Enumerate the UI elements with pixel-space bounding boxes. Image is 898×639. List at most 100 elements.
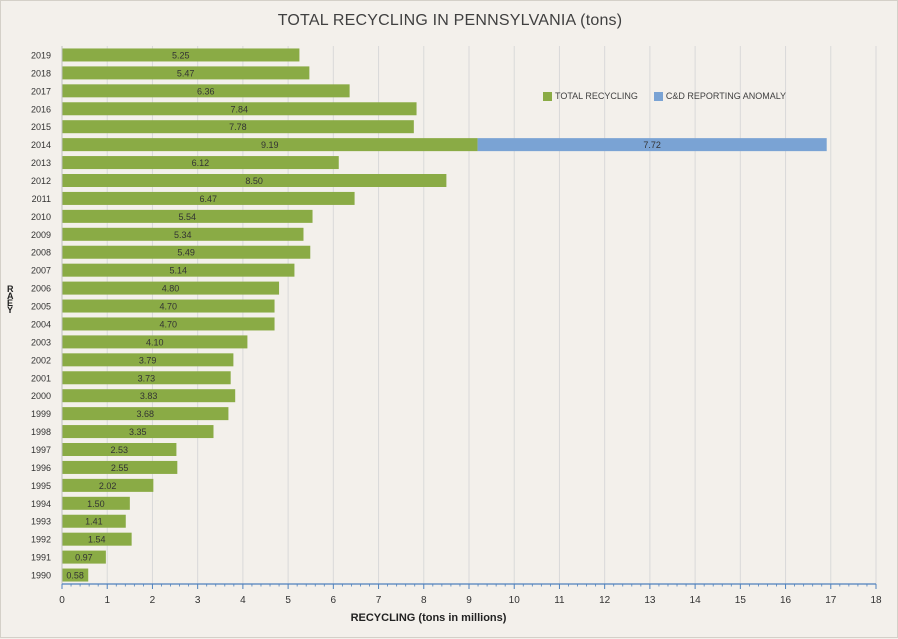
x-tick-label: 17 [825,595,837,606]
data-label-total: 4.70 [160,302,178,312]
data-label-total: 4.70 [160,319,178,329]
y-tick-label: 2009 [31,230,51,240]
data-label-total: 5.47 [177,68,195,78]
x-tick-label: 3 [195,595,201,606]
x-tick-label: 12 [599,595,611,606]
data-label-total: 0.97 [75,553,93,563]
x-tick-label: 14 [690,595,702,606]
bar-total-recycling [62,174,447,187]
x-tick-label: 15 [735,595,747,606]
data-label-total: 4.80 [162,284,180,294]
x-tick-label: 1 [104,595,110,606]
data-label-total: 4.10 [146,337,164,347]
bar-total-recycling [62,281,280,295]
y-tick-label: 2014 [31,140,51,150]
bar-total-recycling [62,84,350,98]
y-tick-label: 2017 [31,86,51,96]
bar-total-recycling [62,425,214,439]
y-tick-label: 2011 [32,194,51,204]
x-tick-label: 7 [376,595,382,606]
data-label-total: 3.73 [138,373,156,383]
data-label-total: 2.02 [99,481,117,491]
y-tick-label: 2015 [31,122,51,132]
bar-total-recycling [62,443,177,456]
bar-total-recycling [62,102,417,116]
bar-total-recycling [62,568,89,582]
y-tick-label: 1995 [31,481,51,491]
y-tick-label: 1998 [31,427,51,437]
y-tick-label: 2016 [31,104,51,114]
bar-total-recycling [62,460,178,474]
data-label-total: 3.68 [136,409,154,419]
bar-total-recycling [62,263,295,277]
data-label-total: 1.54 [88,535,106,545]
data-label-total: 6.47 [200,194,218,204]
bar-total-recycling [62,496,130,510]
data-label-total: 6.36 [197,86,215,96]
y-tick-label: 2000 [31,391,51,401]
y-tick-label: 2008 [31,248,51,258]
bar-total-recycling [62,191,355,205]
x-tick-label: 8 [421,595,427,606]
x-axis-label: RECYCLING (tons in millions) [350,612,507,624]
bar-total-recycling [62,514,126,528]
y-tick-label: 2001 [31,373,51,383]
bar-total-recycling [62,245,311,259]
x-tick-label: 11 [554,595,565,606]
data-label-total: 3.35 [129,427,147,437]
x-tick-label: 5 [285,595,291,606]
y-tick-label: 2003 [31,337,51,347]
x-tick-label: 13 [644,595,656,606]
y-tick-label: 2007 [31,266,51,276]
x-tick-label: 16 [780,595,792,606]
y-tick-label: 2012 [31,176,51,186]
data-label-total: 3.83 [140,391,158,401]
bar-total-recycling [62,317,275,331]
y-tick-label: 2010 [31,212,51,222]
bar-total-recycling [62,48,300,62]
y-tick-label: 2002 [31,355,51,365]
legend-label-anomaly: C&D REPORTING ANOMALY [665,91,787,101]
legend-item-total: TOTAL RECYCLING [543,91,638,101]
y-tick-label: 1993 [31,517,51,527]
data-label-total: 5.14 [169,266,187,276]
y-tick-label: 2004 [31,319,51,329]
bar-total-recycling [62,532,132,546]
legend-item-anomaly: C&D REPORTING ANOMALY [653,91,787,101]
data-label-total: 3.79 [139,355,157,365]
data-label-total: 1.50 [87,499,105,509]
data-label-total: 7.84 [231,104,249,114]
x-tick-label: 2 [150,595,156,606]
bar-total-recycling [62,66,310,80]
x-tick-label: 4 [240,595,246,606]
x-tick-label: 0 [59,595,65,606]
data-label-anomaly: 7.72 [643,140,661,150]
data-label-total: 8.50 [245,176,263,186]
y-tick-label: 1997 [31,445,51,455]
data-label-total: 9.19 [261,140,279,150]
bar-cd-anomaly [477,138,827,152]
bar-total-recycling [62,407,229,421]
data-label-total: 2.55 [111,463,129,473]
legend-swatch-anomaly [653,91,663,101]
x-tick-label: 6 [331,595,337,606]
bar-total-recycling [62,478,154,492]
data-label-total: 5.25 [172,50,190,60]
y-tick-label: 1999 [31,409,51,419]
y-tick-label: 1994 [31,499,51,509]
bar-total-recycling [62,550,106,564]
y-tick-label: 2013 [31,158,51,168]
chart-title: TOTAL RECYCLING IN PENNSYLVANIA (tons) [277,12,623,29]
y-tick-label: 1990 [31,571,51,581]
y-tick-label: 1996 [31,463,51,473]
bar-total-recycling [62,353,234,367]
bar-total-recycling [62,156,339,170]
bar-total-recycling [62,120,414,134]
y-tick-label: 2005 [31,302,51,312]
bar-total-recycling [62,371,231,385]
data-label-total: 5.54 [178,212,196,222]
legend-swatch-total [543,91,552,101]
